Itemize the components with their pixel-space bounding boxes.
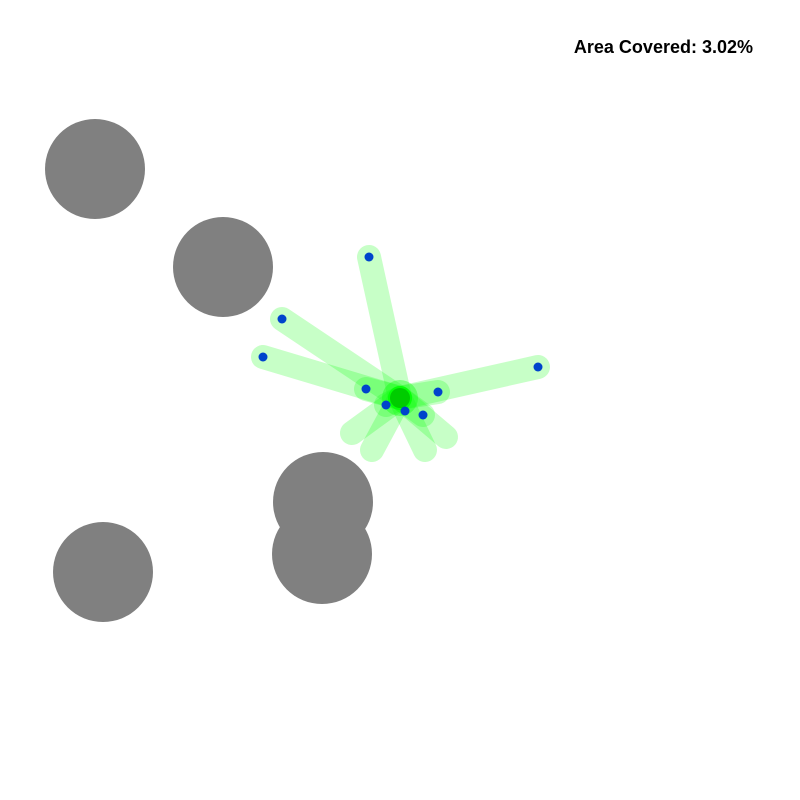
agent xyxy=(382,380,418,416)
sweep-path xyxy=(251,345,412,410)
obstacle xyxy=(45,119,145,219)
waypoint xyxy=(400,406,410,416)
waypoint xyxy=(258,352,268,362)
waypoint xyxy=(277,314,287,324)
sweep-path xyxy=(388,355,550,410)
waypoints xyxy=(258,252,543,420)
waypoint xyxy=(364,252,374,262)
obstacle xyxy=(272,504,372,604)
waypoint xyxy=(418,410,428,420)
obstacles xyxy=(45,119,373,622)
area-covered-readout: Area Covered: 3.02% xyxy=(573,37,753,57)
coverage-sweeps xyxy=(251,245,550,462)
sweep-path xyxy=(357,245,412,410)
waypoint xyxy=(381,400,391,410)
waypoint xyxy=(361,384,371,394)
waypoint xyxy=(533,362,543,372)
obstacle xyxy=(173,217,273,317)
waypoint xyxy=(433,387,443,397)
sweep-path xyxy=(270,307,412,410)
obstacle xyxy=(53,522,153,622)
agent-body xyxy=(390,388,410,408)
